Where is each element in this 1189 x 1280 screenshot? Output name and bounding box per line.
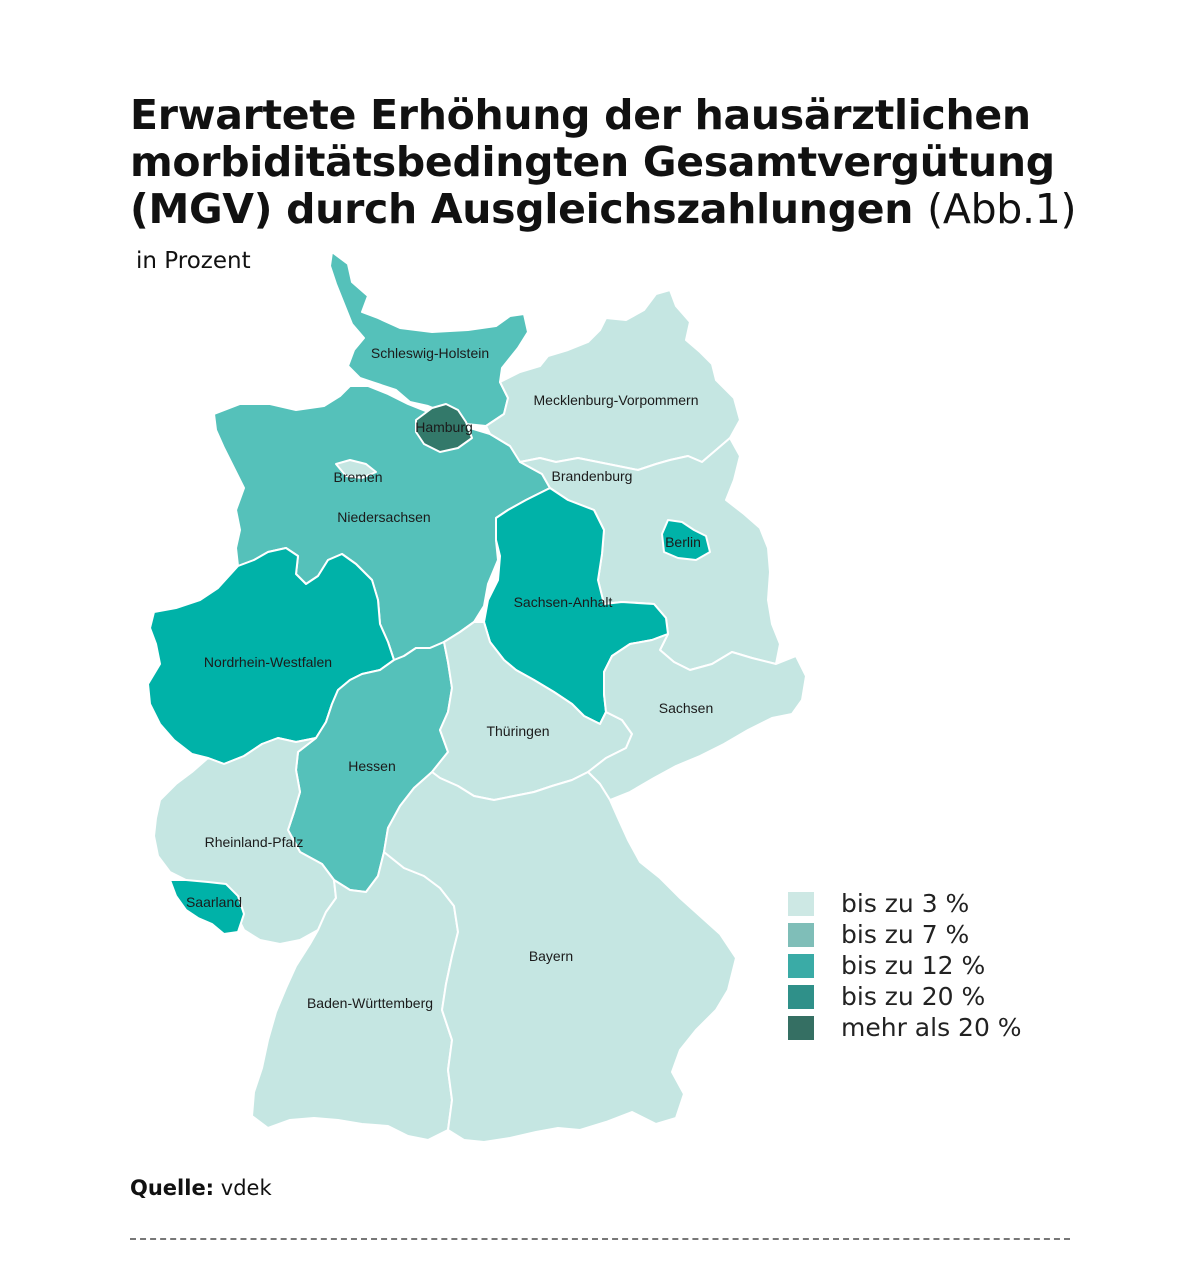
- label-nordrhein-westfalen: Nordrhein-Westfalen: [204, 654, 332, 670]
- state-bremen: [335, 459, 377, 479]
- state-hamburg: [415, 403, 473, 453]
- legend-item: bis zu 12 %: [788, 950, 1022, 981]
- label-bayern: Bayern: [529, 948, 573, 964]
- legend-swatch: [788, 984, 814, 1009]
- legend-swatch: [788, 922, 814, 947]
- label-niedersachsen: Niedersachsen: [337, 509, 430, 525]
- dashed-divider: [130, 1238, 1070, 1240]
- label-mecklenburg-vorpommern: Mecklenburg-Vorpommern: [534, 392, 699, 408]
- legend-label: bis zu 20 %: [841, 982, 986, 1011]
- chart-title-main: Erwartete Erhöhung der hausärztlichen mo…: [130, 91, 1055, 233]
- label-saarland: Saarland: [186, 894, 242, 910]
- source-label: Quelle:: [130, 1176, 215, 1200]
- legend-label: bis zu 12 %: [841, 951, 986, 980]
- legend-item: mehr als 20 %: [788, 1012, 1022, 1043]
- label-sachsen-anhalt: Sachsen-Anhalt: [514, 594, 613, 610]
- chart-title-suffix: (Abb.1): [927, 185, 1077, 233]
- label-schleswig-holstein: Schleswig-Holstein: [371, 345, 489, 361]
- legend: bis zu 3 % bis zu 7 % bis zu 12 % bis zu…: [788, 888, 1022, 1043]
- label-berlin: Berlin: [665, 534, 701, 550]
- legend-swatch: [788, 1015, 814, 1040]
- state-berlin: [661, 519, 711, 561]
- legend-swatch: [788, 891, 814, 916]
- legend-item: bis zu 20 %: [788, 981, 1022, 1012]
- state-bayern: [383, 771, 737, 1143]
- label-hamburg: Hamburg: [415, 419, 473, 435]
- label-baden-wuerttemberg: Baden-Württemberg: [307, 995, 433, 1011]
- legend-label: bis zu 7 %: [841, 920, 970, 949]
- source-value: vdek: [220, 1176, 272, 1200]
- legend-swatch: [788, 953, 814, 978]
- label-bremen: Bremen: [333, 469, 382, 485]
- chart-title: Erwartete Erhöhung der hausärztlichen mo…: [130, 92, 1090, 233]
- label-brandenburg: Brandenburg: [552, 468, 633, 484]
- label-thueringen: Thüringen: [486, 723, 549, 739]
- legend-label: bis zu 3 %: [841, 889, 970, 918]
- label-sachsen: Sachsen: [659, 700, 713, 716]
- source-note: Quelle: vdek: [130, 1176, 272, 1200]
- label-hessen: Hessen: [348, 758, 395, 774]
- state-saarland: [169, 879, 245, 935]
- legend-item: bis zu 3 %: [788, 888, 1022, 919]
- legend-label: mehr als 20 %: [841, 1013, 1022, 1042]
- label-rheinland-pfalz: Rheinland-Pfalz: [205, 834, 304, 850]
- legend-item: bis zu 7 %: [788, 919, 1022, 950]
- state-sachsen: [587, 633, 807, 801]
- chart-subtitle: in Prozent: [136, 248, 251, 274]
